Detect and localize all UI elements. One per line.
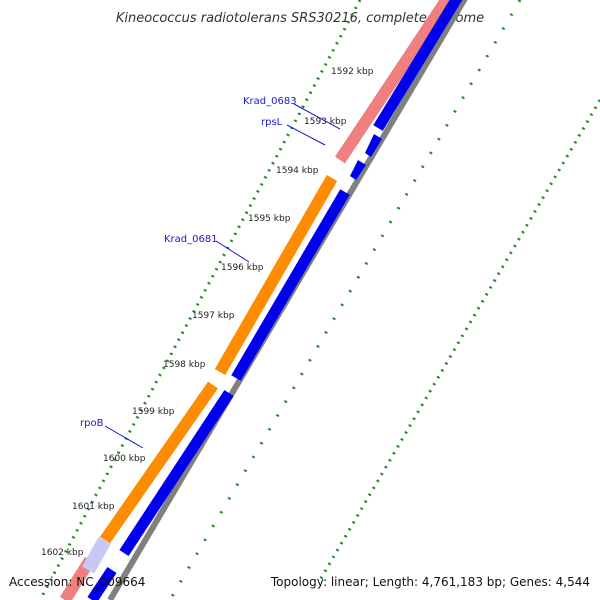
- gene-label-rpob[interactable]: rpoB: [80, 418, 104, 429]
- tick-label-1599: 1599 kbp: [132, 407, 175, 417]
- cds-lavender: [81, 536, 112, 574]
- accession-text: Accession: NC_009664: [9, 575, 145, 589]
- genome-summary-text: Topology: linear; Length: 4,761,183 bp; …: [270, 575, 590, 589]
- blue-arrow-2: [365, 134, 382, 157]
- blue-segment-5: [119, 389, 234, 557]
- leader-krad-0681: [215, 240, 250, 263]
- tick-label-1602: 1602 kbp: [41, 548, 84, 558]
- leader-rpob: [104, 425, 144, 449]
- tick-label-1593: 1593 kbp: [304, 117, 347, 127]
- blue-segment-4: [231, 189, 350, 381]
- tick-label-1598: 1598 kbp: [163, 360, 206, 370]
- tick-label-1597: 1597 kbp: [192, 311, 235, 321]
- cds-pink-upper: [335, 0, 454, 164]
- tick-label-1594: 1594 kbp: [276, 166, 319, 176]
- gene-label-krad-0683[interactable]: Krad_0683: [243, 96, 297, 107]
- cds-orange-lower: [100, 381, 218, 544]
- tick-label-1592: 1592 kbp: [331, 67, 374, 77]
- tick-label-1595: 1595 kbp: [248, 214, 291, 224]
- blue-arrow-3: [350, 160, 366, 180]
- tick-label-1596: 1596 kbp: [221, 263, 264, 273]
- genome-backbone: [107, 0, 468, 600]
- outer-tick-line-left: [38, 0, 362, 600]
- blue-segment-1: [373, 0, 463, 131]
- genome-title: Kineococcus radiotolerans SRS30216, comp…: [116, 11, 484, 26]
- gene-label-krad-0681[interactable]: Krad_0681: [164, 234, 218, 245]
- tick-label-1601: 1601 kbp: [72, 502, 115, 512]
- leader-rpsl: [286, 124, 326, 146]
- leader-krad-0683: [293, 103, 341, 130]
- outer-tick-line-right: [168, 0, 522, 600]
- gene-label-rpsl[interactable]: rpsL: [261, 117, 283, 128]
- cds-orange-upper: [214, 175, 338, 375]
- blue-segment-6: [87, 566, 117, 600]
- tick-label-1600: 1600 kbp: [103, 454, 146, 464]
